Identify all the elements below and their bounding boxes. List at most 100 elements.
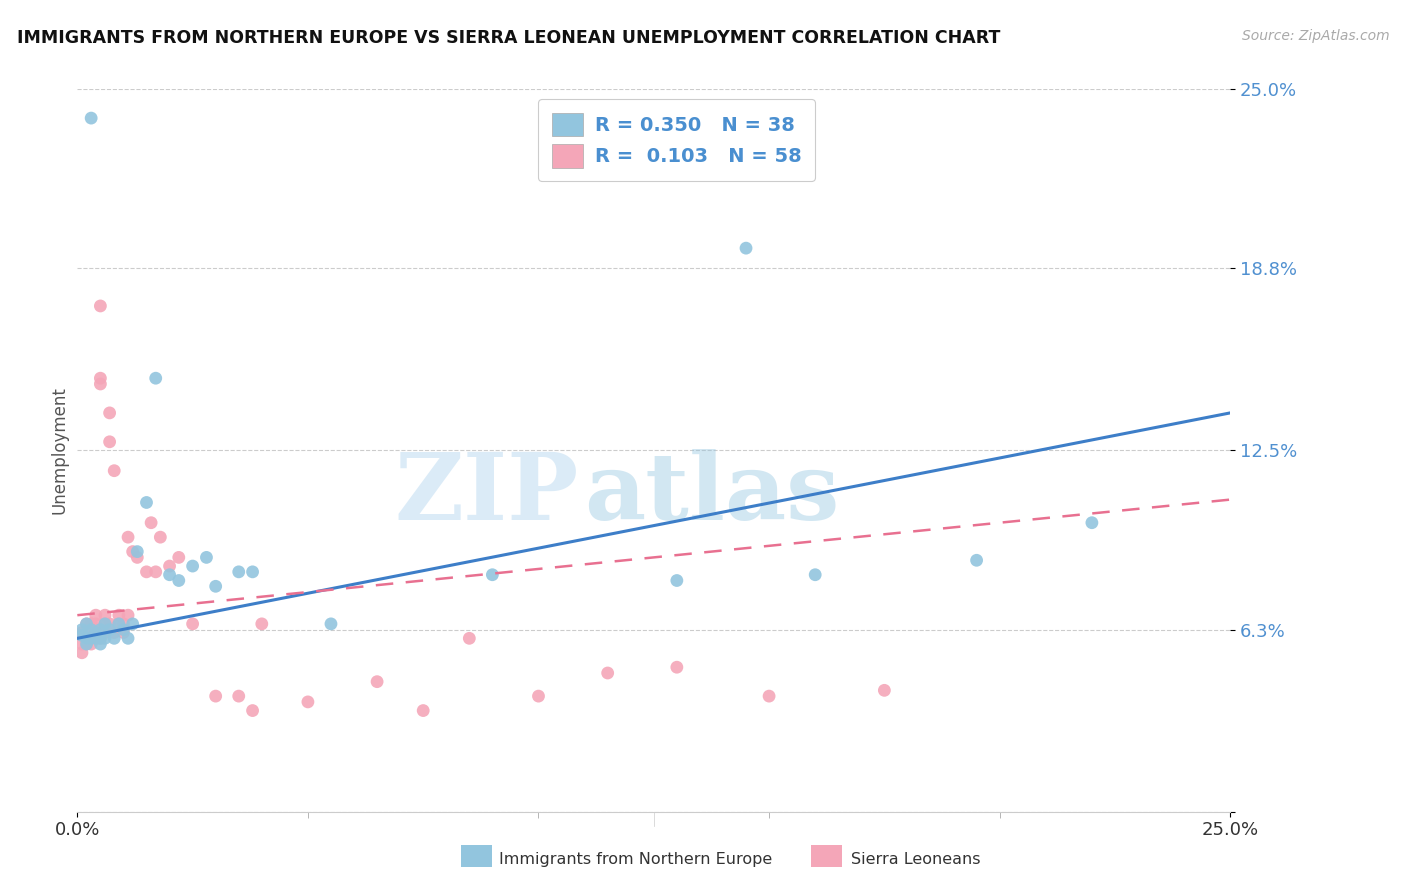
Y-axis label: Unemployment: Unemployment: [51, 386, 69, 515]
Point: [84, 616, 107, 631]
Point: [80, 637, 103, 651]
Point: [94, 616, 117, 631]
Point: [167, 550, 190, 565]
Point: [103, 625, 125, 640]
Text: Source: ZipAtlas.com: Source: ZipAtlas.com: [1241, 29, 1389, 43]
Point: [966, 553, 988, 567]
Point: [145, 371, 167, 385]
Point: [89, 632, 111, 646]
Point: [242, 704, 264, 718]
Point: [76, 637, 98, 651]
Point: [121, 544, 143, 558]
Text: Immigrants from Northern Europe: Immigrants from Northern Europe: [499, 852, 772, 867]
Point: [181, 616, 204, 631]
Legend: R = 0.350   N = 38, R =  0.103   N = 58: R = 0.350 N = 38, R = 0.103 N = 58: [538, 99, 815, 181]
Bar: [461, 845, 492, 867]
Point: [94, 625, 117, 640]
Point: [135, 495, 157, 509]
Point: [94, 616, 117, 631]
Point: [98, 406, 121, 420]
Point: [70, 628, 93, 642]
Point: [76, 616, 98, 631]
Point: [103, 632, 125, 646]
Point: [319, 616, 342, 631]
Point: [804, 567, 827, 582]
Point: [366, 674, 388, 689]
Point: [76, 632, 98, 646]
Point: [412, 704, 434, 718]
Point: [458, 632, 481, 646]
Point: [89, 623, 111, 637]
Point: [76, 637, 98, 651]
Point: [80, 616, 103, 631]
Point: [665, 574, 688, 588]
Point: [195, 550, 218, 565]
Point: [242, 565, 264, 579]
Point: [117, 608, 139, 623]
Point: [108, 616, 131, 631]
Bar: [811, 845, 842, 867]
Point: [94, 608, 117, 623]
Point: [181, 559, 204, 574]
Point: [76, 632, 98, 646]
Point: [149, 530, 172, 544]
Text: IMMIGRANTS FROM NORTHERN EUROPE VS SIERRA LEONEAN UNEMPLOYMENT CORRELATION CHART: IMMIGRANTS FROM NORTHERN EUROPE VS SIERR…: [17, 29, 1000, 46]
Point: [108, 616, 131, 631]
Point: [121, 616, 143, 631]
Point: [127, 550, 149, 565]
Point: [167, 574, 190, 588]
Point: [98, 616, 121, 631]
Point: [665, 660, 688, 674]
Point: [103, 464, 125, 478]
Point: [1081, 516, 1104, 530]
Point: [204, 579, 226, 593]
Point: [80, 625, 103, 640]
Point: [80, 623, 103, 637]
Point: [89, 637, 111, 651]
Text: atlas: atlas: [585, 449, 839, 539]
Point: [481, 567, 503, 582]
Point: [89, 371, 111, 385]
Point: [228, 565, 250, 579]
Point: [98, 623, 121, 637]
Point: [112, 623, 135, 637]
Point: [758, 689, 780, 703]
Point: [76, 632, 98, 646]
Point: [735, 241, 758, 255]
Point: [112, 625, 135, 640]
Point: [84, 632, 107, 646]
Point: [135, 565, 157, 579]
Point: [159, 559, 181, 574]
Point: [80, 111, 103, 125]
Point: [76, 616, 98, 631]
Point: [80, 632, 103, 646]
Point: [117, 632, 139, 646]
Point: [80, 632, 103, 646]
Point: [596, 665, 619, 680]
Point: [84, 625, 107, 640]
Point: [228, 689, 250, 703]
Point: [89, 632, 111, 646]
Point: [80, 616, 103, 631]
Text: ZIP: ZIP: [395, 449, 579, 539]
Point: [98, 434, 121, 449]
Point: [70, 623, 93, 637]
Point: [112, 616, 135, 631]
Point: [145, 565, 167, 579]
Point: [159, 567, 181, 582]
Point: [94, 632, 117, 646]
Point: [127, 544, 149, 558]
Point: [70, 625, 93, 640]
Point: [70, 637, 93, 651]
Point: [108, 608, 131, 623]
Point: [89, 299, 111, 313]
Point: [204, 689, 226, 703]
Text: Sierra Leoneans: Sierra Leoneans: [851, 852, 980, 867]
Point: [84, 632, 107, 646]
Point: [89, 376, 111, 391]
Point: [873, 683, 896, 698]
Point: [527, 689, 550, 703]
Point: [139, 516, 162, 530]
Point: [250, 616, 273, 631]
Point: [70, 646, 93, 660]
